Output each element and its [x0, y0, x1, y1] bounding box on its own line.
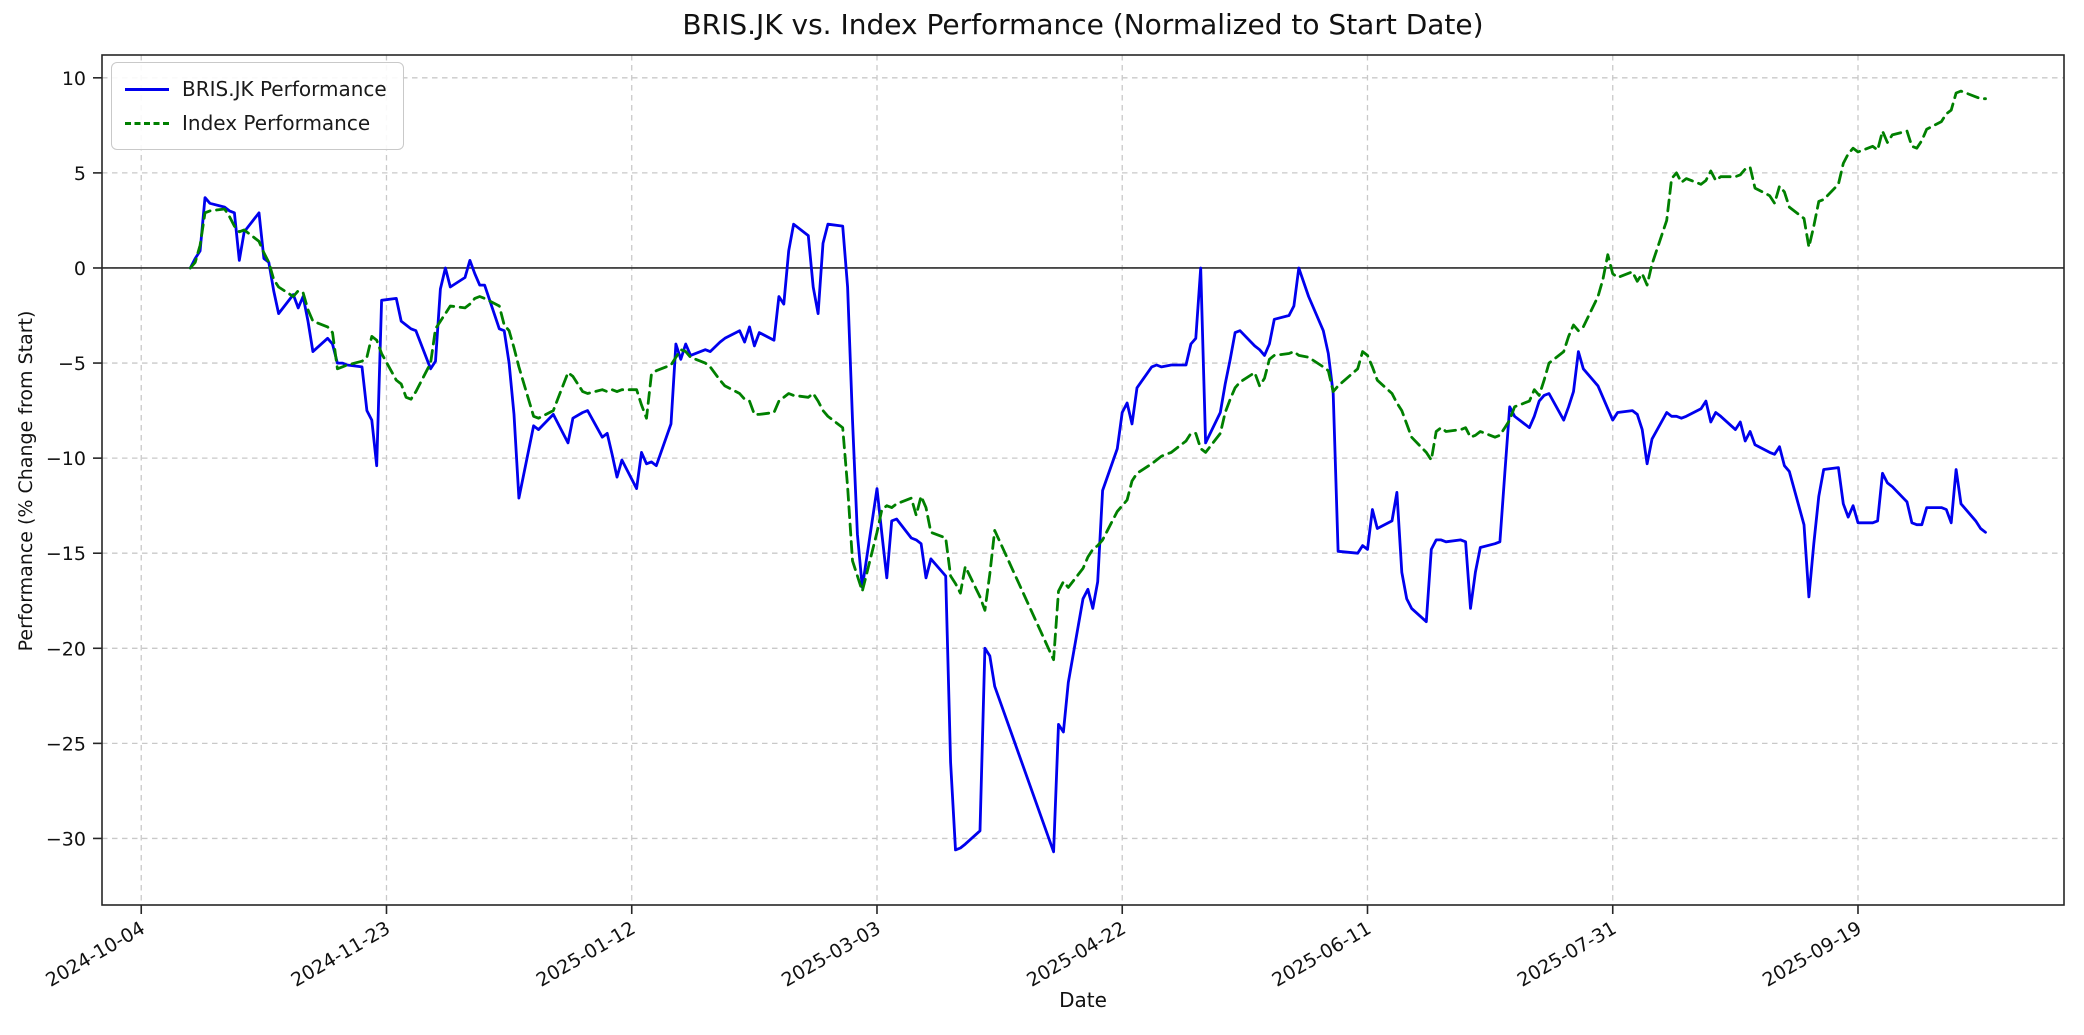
legend-item-bris: BRIS.JK Performance	[125, 72, 387, 106]
legend: BRIS.JK Performance Index Performance	[111, 62, 404, 150]
y-tick-label: 0	[74, 258, 86, 280]
y-tick-label: −10	[46, 448, 86, 470]
y-tick-label: −15	[46, 543, 86, 565]
index-line-swatch	[125, 121, 169, 125]
x-tick-label: 2025-07-31	[1514, 917, 1621, 991]
y-tick-label: −25	[46, 733, 86, 755]
index-series-line	[188, 89, 1987, 662]
legend-label-index: Index Performance	[182, 111, 371, 135]
x-tick-label: 2025-06-11	[1268, 917, 1375, 991]
y-tick-label: −30	[46, 828, 86, 850]
y-tick-label: −20	[46, 638, 86, 660]
y-tick-label: 5	[74, 163, 86, 185]
x-tick-label: 2025-01-12	[533, 917, 640, 991]
y-tick-label: −5	[58, 353, 86, 375]
x-tick-label: 2025-09-19	[1759, 917, 1866, 991]
x-tick-label: 2024-10-04	[42, 917, 149, 991]
bris-series-line	[188, 196, 1987, 854]
legend-label-bris: BRIS.JK Performance	[182, 77, 387, 101]
x-tick-label: 2024-11-23	[287, 917, 394, 991]
legend-item-index: Index Performance	[125, 106, 387, 140]
plot-frame	[101, 54, 2065, 906]
x-tick-label: 2025-04-22	[1023, 917, 1130, 991]
chart-title: BRIS.JK vs. Index Performance (Normalize…	[682, 8, 1484, 41]
x-tick-label: 2025-03-03	[778, 917, 885, 991]
x-axis-label: Date	[1059, 988, 1107, 1012]
bris-line-swatch	[125, 87, 169, 91]
y-axis-label: Performance (% Change from Start)	[15, 310, 37, 652]
y-tick-label: 10	[62, 68, 86, 90]
